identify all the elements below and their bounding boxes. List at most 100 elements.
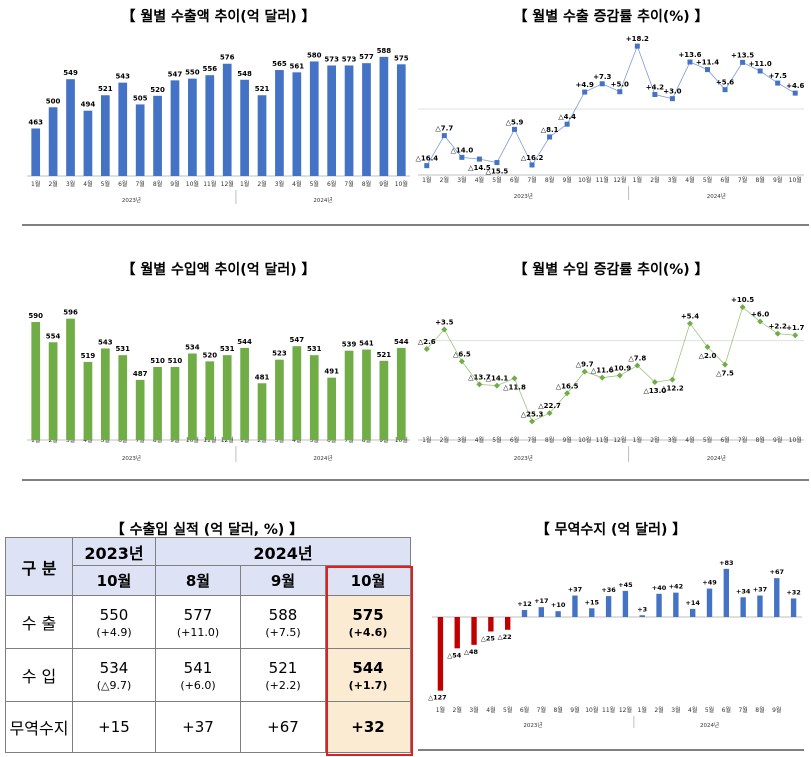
data-label: +10.5: [731, 296, 754, 304]
year-label: 2023년: [514, 192, 533, 200]
x-tick-label: 6월: [520, 706, 529, 714]
data-label: 565: [272, 60, 287, 68]
export-growth-panel: 【 월별 수출 증감률 추이(%) 】 1월 2월 3월 4월 5월 6월 7월 8월 9월 10…: [413, 0, 809, 230]
export-amount-chart: 1월 2월 3월 4월 5월 6월 7월 8월 9월 10월 11월 12월 1월 2월 3월 4월 5월 6월 7…: [22, 47, 415, 226]
x-tick-label: 12월: [221, 180, 234, 188]
x-tick-label: 8월: [755, 176, 764, 184]
data-label: +7.3: [593, 73, 611, 81]
export-growth-title: 【 월별 수출 증감률 추이(%) 】: [513, 9, 709, 25]
data-label: +4.9: [576, 81, 594, 89]
bar: [66, 79, 75, 176]
bar: [309, 61, 319, 176]
data-point: [757, 318, 764, 325]
x-tick-label: 4월: [685, 176, 694, 184]
data-label: 575: [394, 54, 409, 62]
bar: [605, 596, 612, 617]
data-label: +3.5: [435, 319, 453, 327]
data-point: [722, 361, 729, 368]
year-label: 2023년: [523, 721, 542, 729]
x-tick-label: 3월: [469, 706, 478, 714]
data-label: +32: [786, 588, 801, 596]
bar: [257, 383, 267, 440]
data-point: [669, 96, 675, 102]
bar: [521, 610, 528, 617]
data-label: 547: [168, 70, 183, 78]
x-tick-label: 6월: [720, 176, 729, 184]
data-label: △11.8: [503, 383, 526, 391]
x-tick-label: 11월: [602, 706, 615, 714]
data-point: [581, 368, 588, 375]
import-amount-chart: 1월 2월 3월 4월 5월 6월 7월 8월 9월 10월 11월 12월 1월 2월 3월 4월 5월 6월 7…: [22, 309, 415, 481]
data-label: 550: [185, 69, 200, 77]
data-label: +11.0: [749, 60, 772, 68]
data-point: [704, 344, 711, 351]
data-label: △13.0: [644, 387, 667, 395]
data-label: 573: [342, 55, 357, 63]
x-tick-label: 5월: [705, 706, 714, 714]
data-label: △14.0: [451, 146, 474, 154]
x-tick-label: 7월: [738, 176, 747, 184]
export-growth-chart: 1월 2월 3월 4월 5월 6월 7월 8월 9월 10월 11월 12월 1월 2월 3월 4월 5월 6월 7…: [413, 35, 809, 226]
x-tick-label: 2월: [650, 436, 659, 444]
x-tick-label: 10월: [789, 176, 802, 184]
bar: [774, 578, 780, 617]
table-cell: 541 (+6.0): [155, 648, 241, 702]
data-point: [564, 121, 570, 127]
x-tick-label: 4월: [688, 706, 697, 714]
data-point: [634, 362, 641, 369]
data-point: [616, 372, 623, 379]
bar: [396, 347, 406, 440]
data-label: +7.5: [769, 72, 787, 80]
data-label: △14.5: [468, 164, 491, 172]
trade-table: 구 분 2023년 2024년 10월 8월 9월 10월 수 출 550 (+4…: [5, 537, 411, 753]
data-label: 548: [237, 70, 252, 78]
month-header: 9월: [240, 565, 326, 596]
data-label: +67: [770, 568, 785, 576]
x-tick-label: 9월: [170, 180, 179, 188]
x-tick-label: 5월: [703, 436, 712, 444]
data-point: [774, 330, 781, 337]
table-row-export: 수 출 550 (+4.9) 577 (+11.0) 588 (+7.5) 575 (+…: [5, 595, 411, 649]
bar: [572, 595, 578, 617]
table-cell: +37: [155, 701, 241, 753]
data-label: 500: [46, 97, 61, 105]
data-point: [757, 68, 763, 74]
data-label: 521: [377, 351, 392, 359]
month-header: 8월: [155, 565, 241, 596]
data-label: +17: [534, 597, 549, 605]
data-point: [634, 43, 640, 49]
data-point: [669, 376, 676, 383]
x-tick-label: 3월: [457, 176, 466, 184]
export-amount-panel: 【 월별 수출액 추이(억 달러) 】 1월 2월 3월 4월 5월 6월 7월 8월 9월 10…: [22, 0, 415, 230]
data-point: [423, 345, 430, 352]
bar: [240, 79, 249, 176]
bar: [205, 75, 215, 176]
data-point: [722, 87, 728, 93]
table-cell-highlight: 544 (+1.7): [325, 648, 411, 702]
x-tick-label: 12월: [613, 436, 626, 444]
bar: [454, 617, 460, 649]
data-label: +42: [669, 583, 684, 591]
data-label: +3: [637, 605, 647, 613]
data-label: △5.9: [506, 118, 524, 126]
x-tick-label: 6월: [720, 436, 729, 444]
x-tick-label: 7월: [738, 436, 747, 444]
data-label: 588: [377, 47, 392, 55]
data-label: +6.0: [751, 311, 769, 319]
x-tick-label: 3월: [671, 706, 680, 714]
table-cell: +67: [240, 701, 326, 753]
x-tick-label: 11월: [596, 176, 609, 184]
x-tick-label: 8월: [153, 180, 162, 188]
data-label: 539: [342, 341, 357, 349]
data-label: +4.6: [786, 82, 804, 90]
data-label: 521: [98, 85, 113, 93]
data-label: △16.4: [415, 155, 438, 163]
x-tick-label: 8월: [755, 436, 764, 444]
data-label: 596: [63, 309, 78, 317]
table-cell: 521 (+2.2): [240, 648, 326, 702]
data-label: △48: [464, 648, 479, 656]
data-label: 521: [255, 85, 270, 93]
trade-balance-panel: 【 무역수지 (억 달러) 】 △127 △54 △48 △25 △22 +12 +17 +1…: [418, 512, 804, 752]
data-label: +36: [601, 586, 616, 594]
year-2024-header: 2024년: [155, 537, 411, 566]
